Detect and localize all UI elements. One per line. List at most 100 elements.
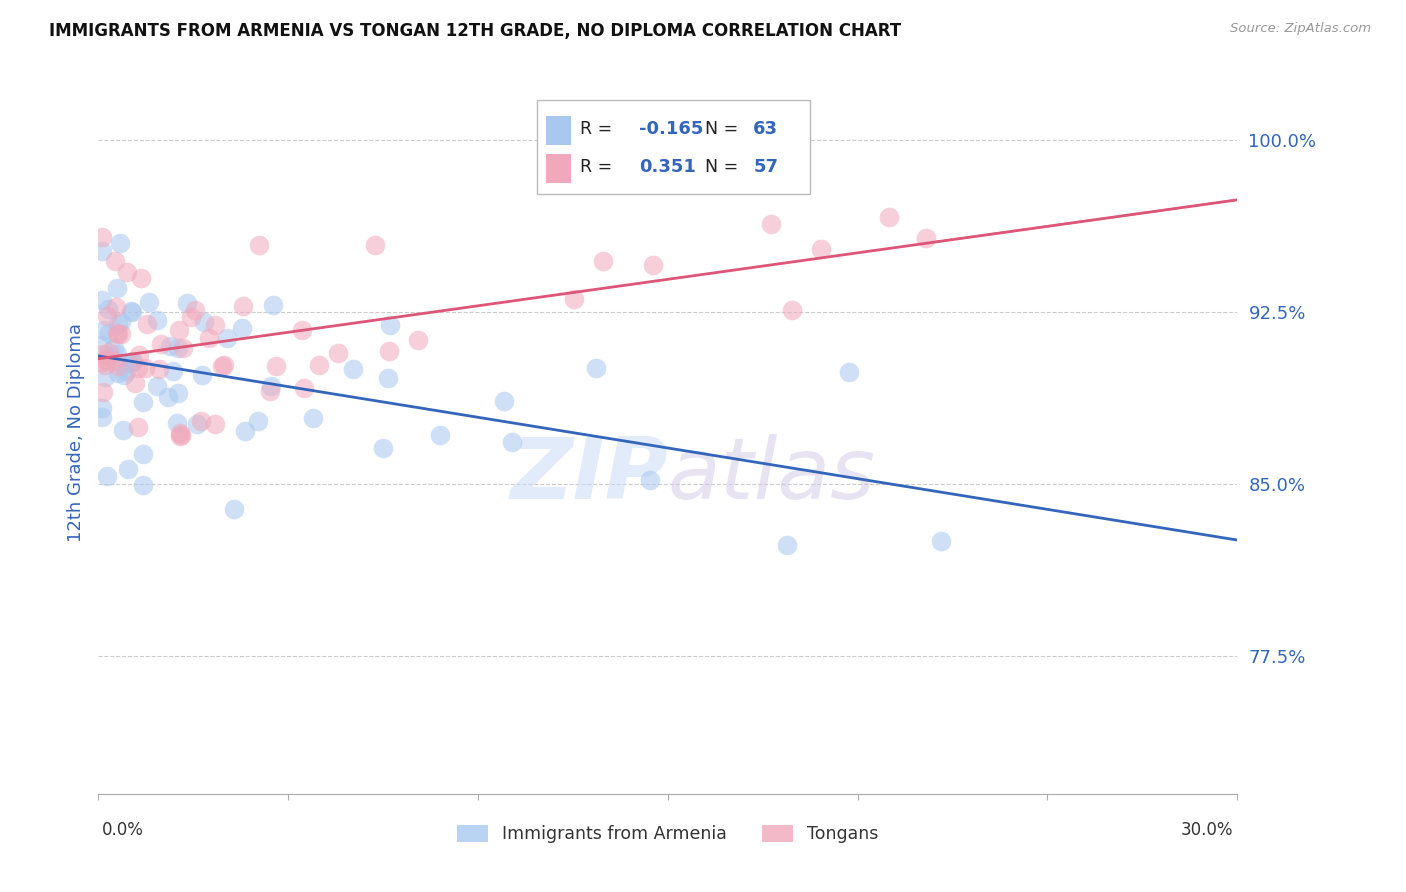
Point <box>91 293 114 307</box>
Point <box>110 327 132 342</box>
Point <box>429 428 451 442</box>
Point <box>129 271 152 285</box>
Point <box>97 326 120 340</box>
Point <box>838 365 860 379</box>
Point <box>378 318 401 332</box>
Point <box>176 296 198 310</box>
Point <box>105 281 128 295</box>
Point <box>117 264 139 278</box>
Text: 63: 63 <box>754 120 779 138</box>
Point <box>641 258 664 272</box>
Point <box>212 358 235 372</box>
Text: 0.0%: 0.0% <box>103 822 143 839</box>
Point <box>105 326 128 340</box>
Point <box>247 237 270 252</box>
Point <box>128 348 150 362</box>
Point <box>98 350 121 364</box>
Point <box>198 331 221 345</box>
Point <box>96 468 118 483</box>
Point <box>146 379 169 393</box>
Point <box>378 344 401 359</box>
Point <box>159 339 181 353</box>
Point <box>373 442 395 456</box>
Point <box>157 390 180 404</box>
Point <box>259 379 281 393</box>
Point <box>169 428 191 442</box>
Point <box>172 342 194 356</box>
Point <box>215 331 238 345</box>
Point <box>259 384 281 399</box>
Point <box>211 359 233 374</box>
Point <box>98 345 121 359</box>
Point <box>97 301 120 316</box>
Text: 0.351: 0.351 <box>640 159 696 177</box>
Point <box>105 300 128 314</box>
Text: N =: N = <box>706 159 744 177</box>
Point <box>91 338 114 352</box>
Point <box>640 474 662 488</box>
Point <box>150 336 173 351</box>
Point <box>292 381 315 395</box>
FancyBboxPatch shape <box>537 100 810 194</box>
Point <box>169 425 191 440</box>
Point <box>112 423 135 437</box>
Y-axis label: 12th Grade, No Diploma: 12th Grade, No Diploma <box>66 323 84 542</box>
Point <box>810 242 832 256</box>
Text: R =: R = <box>581 120 617 138</box>
Point <box>93 322 115 336</box>
Point <box>138 294 160 309</box>
Point <box>104 253 127 268</box>
Point <box>308 358 330 372</box>
Point <box>204 318 226 332</box>
Point <box>94 353 117 368</box>
Point <box>780 302 803 317</box>
Point <box>186 417 208 431</box>
Text: ZIP: ZIP <box>510 434 668 517</box>
Text: Source: ZipAtlas.com: Source: ZipAtlas.com <box>1230 22 1371 36</box>
Point <box>193 315 215 329</box>
Point <box>364 237 387 252</box>
Point <box>121 305 143 319</box>
Text: atlas: atlas <box>668 434 876 517</box>
Point <box>91 355 114 369</box>
Point <box>167 385 190 400</box>
Point <box>232 299 254 313</box>
Point <box>94 370 117 384</box>
Legend: Immigrants from Armenia, Tongans: Immigrants from Armenia, Tongans <box>450 818 886 850</box>
Point <box>291 322 314 336</box>
Point <box>180 310 202 325</box>
Point <box>342 361 364 376</box>
Text: 57: 57 <box>754 159 779 177</box>
Point <box>91 346 114 360</box>
Point <box>146 312 169 326</box>
Point <box>110 315 132 329</box>
Point <box>170 428 193 442</box>
Point <box>91 229 114 244</box>
Point <box>929 533 952 548</box>
Point <box>776 538 799 552</box>
Point <box>115 364 138 378</box>
Point <box>759 217 782 231</box>
Point <box>877 210 900 224</box>
Point <box>148 361 170 376</box>
Point <box>107 366 129 380</box>
Point <box>377 371 399 385</box>
Point <box>408 333 430 347</box>
Point <box>190 414 212 428</box>
Point <box>107 327 129 342</box>
Text: N =: N = <box>706 120 744 138</box>
Point <box>124 376 146 391</box>
Point <box>121 355 143 369</box>
Point <box>585 361 607 376</box>
Text: R =: R = <box>581 159 617 177</box>
Bar <box>546 116 571 145</box>
Point <box>91 401 114 416</box>
Point <box>132 395 155 409</box>
Point <box>108 236 131 251</box>
Point <box>105 347 128 361</box>
Point <box>302 411 325 425</box>
Point <box>592 254 614 268</box>
Point <box>112 368 135 383</box>
Point <box>103 341 125 355</box>
Point <box>262 298 284 312</box>
